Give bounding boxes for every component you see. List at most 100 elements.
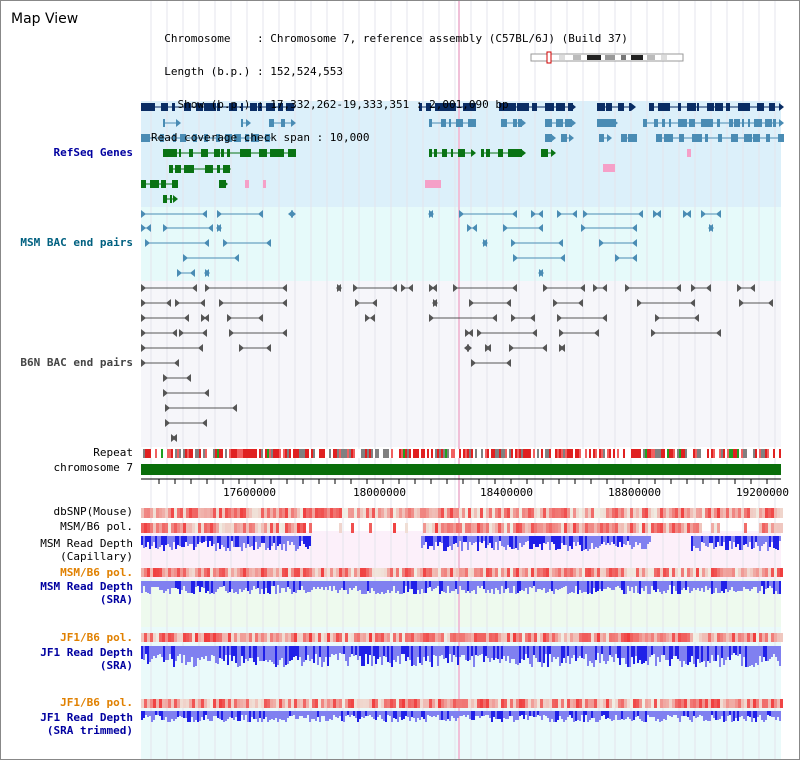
dbsnp-heat-cell	[339, 508, 342, 518]
msm-depth-sra-bar	[587, 581, 589, 594]
repeat-block	[555, 449, 557, 458]
jf1-pol-heat-cell	[561, 633, 564, 642]
msm-pol-heat-cell	[501, 523, 504, 533]
gene-strand-arrow	[551, 134, 556, 142]
msm-depth-sra-bar	[353, 581, 355, 588]
b6n-bac-pair-end	[204, 389, 209, 397]
jf1-pol2-heat-cell	[669, 699, 672, 708]
jf1-depth-sra-bar	[299, 646, 301, 657]
gene-exon	[245, 134, 249, 142]
jf1-pol-heat-cell	[339, 633, 342, 642]
msm-depth-sra-bar	[221, 581, 223, 587]
dbsnp-heat-cell	[369, 508, 372, 518]
msm-bac-pair-end	[615, 254, 620, 262]
jf1-depth-sra-bar	[195, 646, 197, 666]
msm-bac-track-background	[141, 207, 781, 281]
jf1-pol2-heat-cell	[648, 699, 651, 708]
msm-pol-heat-cell	[582, 523, 585, 533]
jf1-pol2-heat-cell	[174, 699, 177, 708]
jf1-pol2-heat-cell	[312, 699, 315, 708]
jf1-pol-heat-cell	[297, 633, 300, 642]
msm-pol2-heat-cell	[648, 568, 651, 577]
jf1-depth-sra-bar	[585, 646, 587, 654]
msm-depth-sra-bar	[637, 581, 639, 593]
gene-exon	[442, 149, 447, 157]
msm-pol2-heat-cell	[531, 568, 534, 577]
msm-depth-cap-bar	[569, 536, 571, 546]
dbsnp-heat-cell	[558, 508, 561, 518]
jf1-depth-trim-bar	[147, 711, 149, 717]
jf1-depth-sra-bar	[211, 646, 213, 655]
dbsnp-heat-cell	[612, 508, 615, 518]
jf1-depth-sra-bar	[199, 646, 201, 660]
msm-depth-sra-bar	[299, 581, 301, 590]
jf1-depth-sra-bar	[177, 646, 179, 656]
repeat-block	[449, 449, 451, 458]
msm-depth-cap-bar	[553, 536, 555, 544]
jf1-depth-trim-bar	[473, 711, 475, 720]
jf1-depth-trim-bar	[231, 711, 233, 718]
msm-pol-heat-cell	[771, 523, 774, 533]
repeat-block	[749, 449, 751, 458]
b6n-bac-pair-end	[750, 284, 755, 292]
repeat-block	[439, 449, 441, 458]
track-label-msm-bac[interactable]: MSM BAC end pairs	[20, 236, 133, 249]
gene-exon	[556, 103, 563, 111]
gene-exon	[179, 149, 181, 157]
msm-pol2-heat-cell	[360, 568, 363, 577]
jf1-pol-heat-cell	[222, 633, 225, 642]
msm-depth-cap-bar	[453, 536, 455, 544]
repeat-block	[385, 449, 387, 458]
msm-depth-cap-bar	[259, 536, 261, 547]
msm-depth-cap-bar	[717, 536, 719, 542]
msm-depth-cap-bar	[223, 536, 225, 547]
msm-depth-sra-bar	[355, 581, 357, 586]
jf1-depth-trim-bar	[411, 711, 413, 717]
msm-depth-cap-bar	[767, 536, 769, 551]
info-line-show: Show (b.p.) : 17,332,262-19,333,351 : 2,…	[151, 98, 509, 111]
msm-depth-cap-bar	[503, 536, 505, 547]
jf1-depth-sra-bar	[643, 646, 645, 663]
gene-exon	[671, 134, 673, 142]
msm-bac-pair-end	[632, 224, 637, 232]
jf1-pol2-heat-cell	[540, 699, 543, 708]
track-label-jf1-depth-trim-2: (SRA trimmed)	[46, 724, 133, 737]
dbsnp-heat-cell	[597, 508, 600, 518]
msm-pol2-heat-cell	[300, 568, 303, 577]
jf1-pol-heat-cell	[609, 633, 612, 642]
b6n-bac-pair-end	[580, 284, 585, 292]
msm-depth-cap-bar	[631, 536, 633, 549]
msm-depth-cap-bar	[577, 536, 579, 542]
jf1-depth-sra-bar	[437, 646, 439, 666]
jf1-pol-heat-cell	[165, 633, 168, 642]
ideogram-band	[647, 55, 655, 60]
msm-depth-sra-bar	[559, 581, 561, 589]
repeat-block	[145, 449, 147, 458]
msm-depth-cap-bar	[243, 536, 245, 543]
repeat-block	[587, 449, 589, 458]
track-label-b6n-bac[interactable]: B6N BAC end pairs	[20, 356, 133, 369]
jf1-depth-trim-bar	[157, 711, 159, 715]
dbsnp-heat-cell	[684, 508, 687, 518]
jf1-depth-trim-bar	[469, 711, 471, 719]
msm-depth-cap-bar	[623, 536, 625, 544]
msm-depth-sra-bar	[213, 581, 215, 594]
msm-depth-cap-bar	[161, 536, 163, 545]
msm-pol-heat-cell	[513, 523, 516, 533]
msm-pol2-heat-cell	[672, 568, 675, 577]
dbsnp-heat-cell	[297, 508, 300, 518]
msm-depth-sra-bar	[233, 581, 235, 593]
track-label-refseq[interactable]: RefSeq Genes	[53, 146, 133, 159]
repeat-block	[503, 449, 505, 458]
msm-depth-sra-bar	[377, 581, 379, 593]
repeat-block	[529, 449, 531, 458]
msm-pol-heat-cell	[174, 523, 177, 533]
jf1-depth-sra-bar	[253, 646, 255, 662]
msm-pol2-heat-cell	[282, 568, 285, 577]
jf1-depth-trim-bar	[349, 711, 351, 717]
dbsnp-heat-cell	[678, 508, 681, 518]
msm-pol2-heat-cell	[603, 568, 606, 577]
jf1-pol2-heat-cell	[231, 699, 234, 708]
repeat-block	[273, 449, 275, 458]
